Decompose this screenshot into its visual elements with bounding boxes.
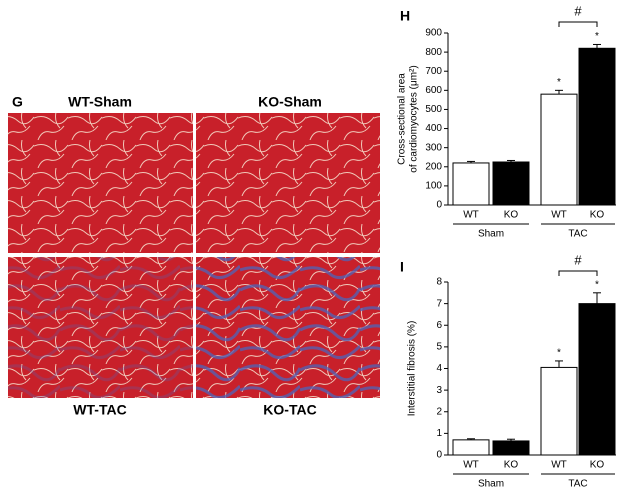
y-tick-label: 700	[425, 66, 442, 77]
y-tick-label: 5	[436, 342, 442, 353]
image-label: WT-TAC	[73, 402, 126, 418]
panel-label: I	[400, 259, 404, 275]
y-tick-label: 2	[436, 406, 442, 417]
y-tick-label: 400	[425, 123, 442, 134]
y-tick-label: 0	[436, 200, 442, 211]
bracket-label: #	[574, 3, 582, 18]
group-label: TAC	[568, 229, 587, 240]
x-tick-label: KO	[590, 210, 605, 221]
bar	[452, 162, 490, 206]
fibrosis-overlay	[196, 257, 380, 398]
significance-mark: *	[557, 348, 561, 359]
significance-bracket	[558, 21, 598, 27]
x-tick-label: WT	[551, 210, 567, 221]
y-tick-label: 6	[436, 320, 442, 331]
bar	[578, 47, 616, 206]
y-tick-label: 600	[425, 85, 442, 96]
y-tick-label: 7	[436, 298, 442, 309]
bar	[492, 161, 530, 206]
x-tick-label: WT	[463, 460, 479, 471]
panel-label: G	[12, 94, 23, 110]
group-label: Sham	[478, 229, 504, 240]
bar	[492, 440, 530, 456]
bracket-label: #	[574, 252, 582, 267]
x-tick-label: WT	[463, 210, 479, 221]
x-tick-label: KO	[504, 210, 519, 221]
significance-bracket	[558, 270, 598, 276]
y-tick-label: 500	[425, 104, 442, 115]
y-tick-label: 900	[425, 28, 442, 39]
y-tick-label: 300	[425, 142, 442, 153]
bar	[540, 93, 578, 206]
y-tick-label: 3	[436, 385, 442, 396]
y-tick-label: 1	[436, 428, 442, 439]
y-tick-label: 100	[425, 181, 442, 192]
y-tick-label: 8	[436, 277, 442, 288]
bar	[452, 439, 490, 456]
image-label: KO-Sham	[258, 94, 322, 110]
y-tick-label: 4	[436, 363, 442, 374]
image-label: KO-TAC	[263, 402, 316, 418]
x-tick-label: WT	[551, 460, 567, 471]
significance-mark: *	[595, 279, 599, 290]
y-tick-label: 0	[436, 450, 442, 461]
group-label: Sham	[478, 479, 504, 490]
y-axis-label: of cardiomyocytes (μm²)	[409, 65, 420, 172]
panel-label: H	[400, 8, 410, 24]
x-tick-label: KO	[504, 460, 519, 471]
group-label: TAC	[568, 479, 587, 490]
y-axis-label: Interstitial fibrosis (%)	[407, 321, 418, 417]
y-tick-label: 800	[425, 47, 442, 58]
significance-mark: *	[557, 77, 561, 88]
bar	[540, 366, 578, 456]
significance-mark: *	[595, 31, 599, 42]
bar	[578, 303, 616, 456]
x-tick-label: KO	[590, 460, 605, 471]
y-axis-label: Cross-sectional area	[397, 73, 408, 165]
y-tick-label: 200	[425, 161, 442, 172]
fibrosis-overlay	[8, 257, 193, 398]
histology-image	[196, 113, 380, 253]
image-label: WT-Sham	[68, 94, 132, 110]
histology-image	[8, 113, 193, 253]
